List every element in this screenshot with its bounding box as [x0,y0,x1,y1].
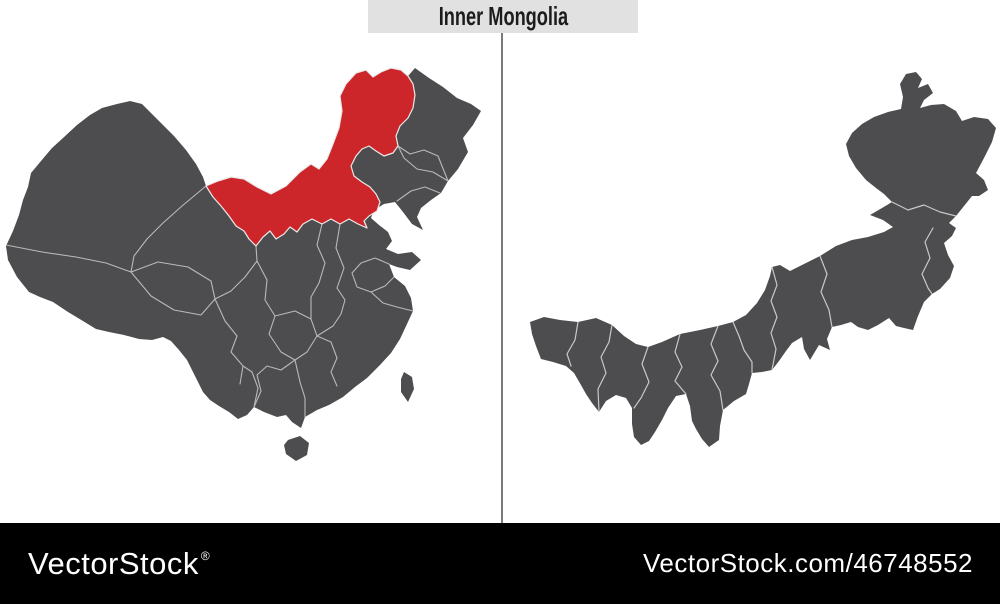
china-map [6,67,481,461]
panel-divider [501,33,503,523]
image-url-watermark: VectorStock.com/46748552 [643,548,973,578]
inner-mongolia-map [530,72,996,447]
china-outline [6,68,481,428]
watermark-bar: VectorStock ® VectorStock.com/46748552 [0,523,1000,604]
inner-mongolia-outline [530,72,996,447]
hainan-island [284,436,309,461]
map-title-plate: Inner Mongolia [368,0,638,33]
brand-watermark: VectorStock ® [28,546,210,582]
registered-trademark-icon: ® [200,548,211,563]
brand-text: VectorStock [28,545,199,581]
china-province-borders [6,145,449,418]
inner-mongolia-highlight [205,67,416,247]
taiwan-island [401,372,414,402]
inner-mongolia-league-borders [566,201,957,413]
page-title: Inner Mongolia [438,1,568,31]
